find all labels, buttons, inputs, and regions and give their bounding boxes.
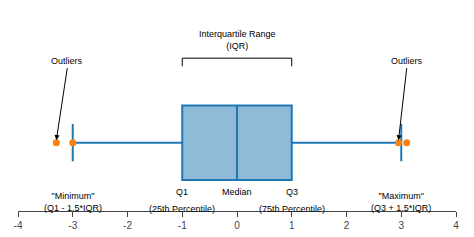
svg-text:0: 0 bbox=[234, 220, 240, 231]
svg-text:-3: -3 bbox=[68, 220, 77, 231]
svg-text:Interquartile Range(IQR): Interquartile Range(IQR) bbox=[199, 29, 276, 51]
svg-text:4: 4 bbox=[453, 220, 459, 231]
svg-text:-4: -4 bbox=[14, 220, 23, 231]
svg-text:Q1: Q1 bbox=[176, 187, 188, 197]
svg-text:-2: -2 bbox=[123, 220, 132, 231]
svg-text:1: 1 bbox=[289, 220, 295, 231]
svg-text:(25th Percentile): (25th Percentile) bbox=[149, 204, 215, 214]
svg-text:"Minimum"(Q1 - 1.5*IQR): "Minimum"(Q1 - 1.5*IQR) bbox=[44, 191, 102, 213]
svg-text:Q3: Q3 bbox=[286, 187, 298, 197]
svg-text:-1: -1 bbox=[178, 220, 187, 231]
svg-text:(75th Percentile): (75th Percentile) bbox=[259, 204, 325, 214]
svg-text:"Maximum"(Q3 + 1.5*IQR): "Maximum"(Q3 + 1.5*IQR) bbox=[371, 191, 431, 213]
svg-text:Median: Median bbox=[222, 187, 252, 197]
svg-text:2: 2 bbox=[344, 220, 350, 231]
svg-text:3: 3 bbox=[398, 220, 404, 231]
svg-text:Outliers: Outliers bbox=[51, 56, 83, 66]
svg-text:Outliers: Outliers bbox=[391, 56, 423, 66]
